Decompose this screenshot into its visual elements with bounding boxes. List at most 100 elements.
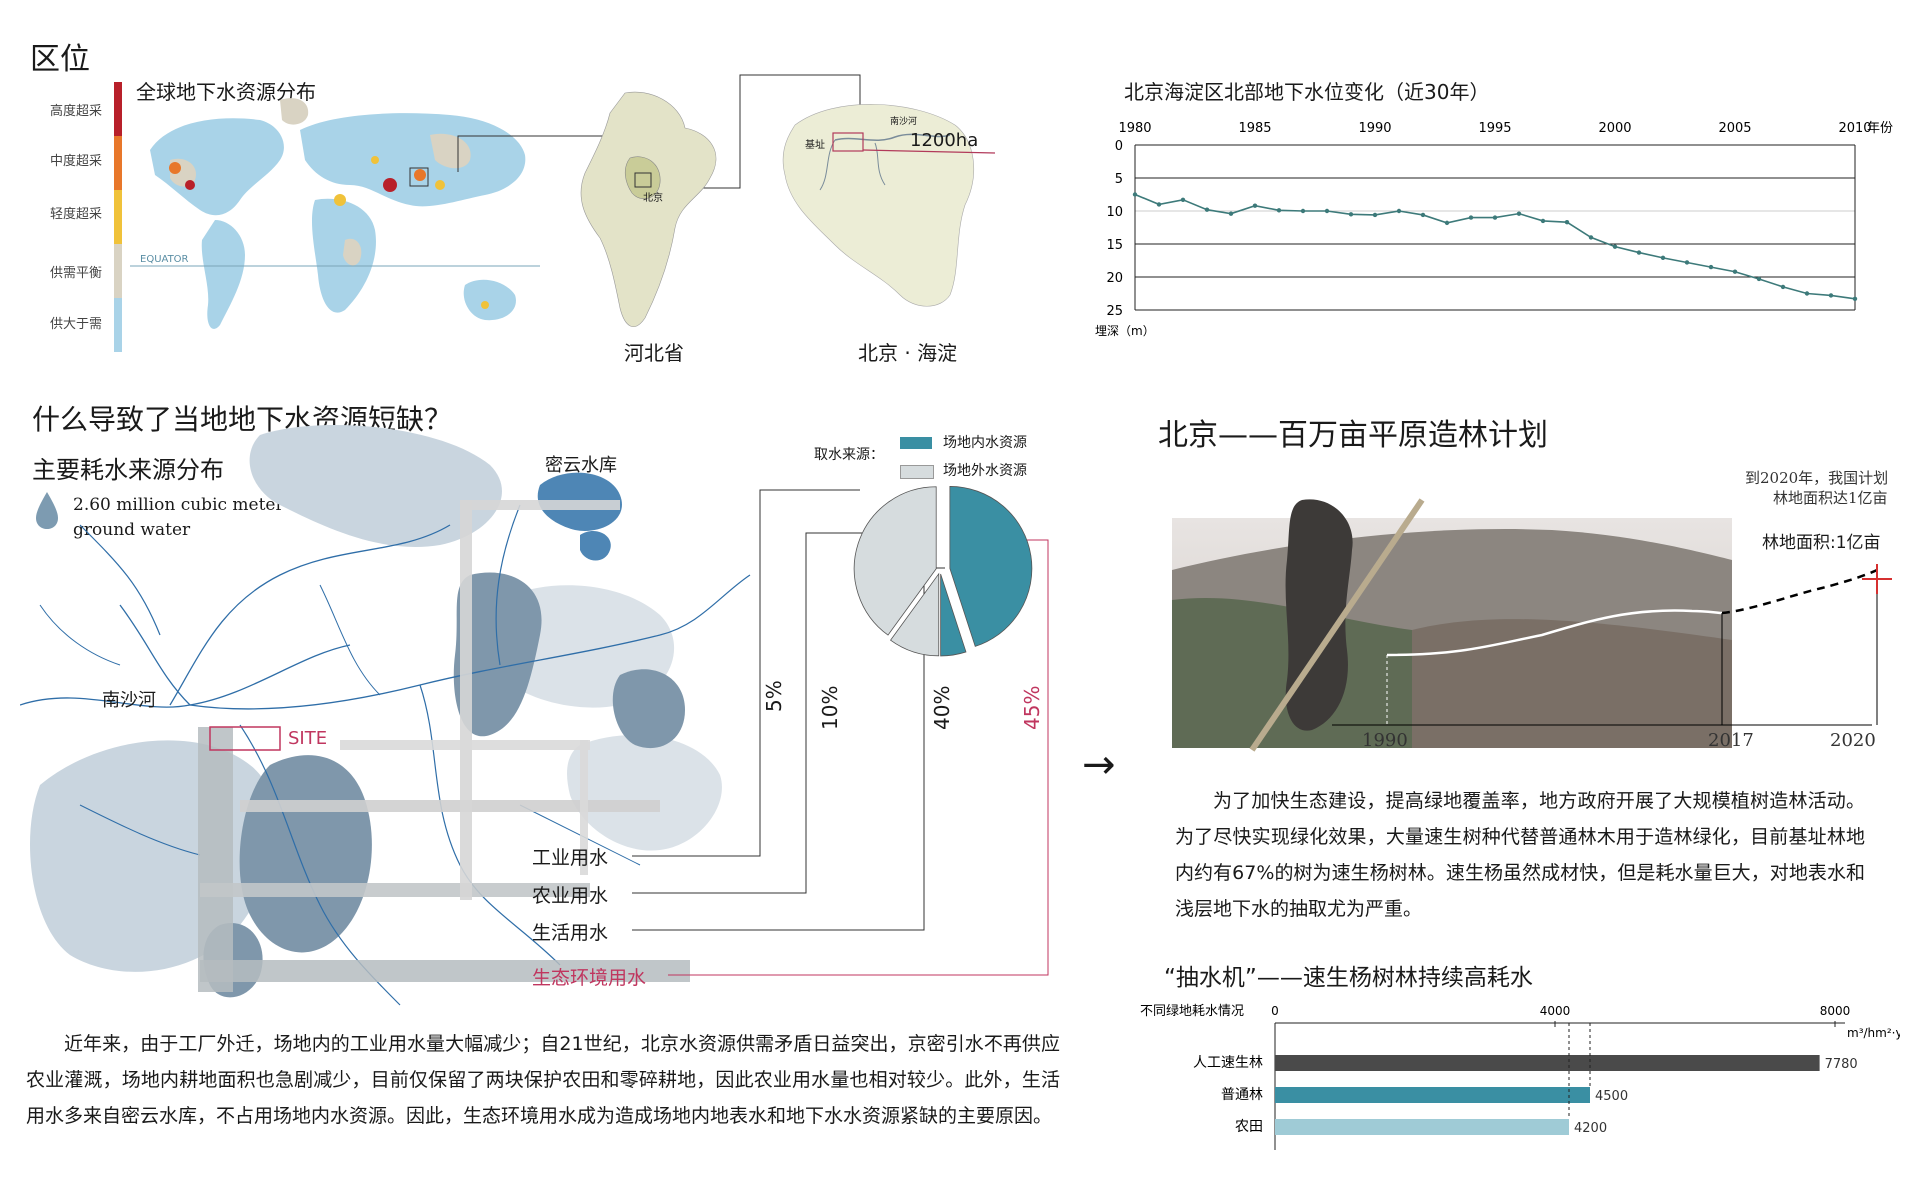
data-point	[1180, 197, 1186, 202]
data-point	[1372, 212, 1378, 218]
water-source-pie-chart	[853, 486, 1033, 657]
legend-label-high: 高度超采	[50, 104, 103, 119]
legend-label-surplus: 供大于需	[50, 317, 103, 332]
pie-legend-inside: 场地内水资源	[943, 435, 1027, 451]
arrow-icon: →	[1082, 742, 1116, 788]
percent-agricultural: 10%	[818, 685, 842, 730]
x-tick-label: 1980	[1118, 121, 1151, 136]
legend-label-medium: 中度超采	[50, 154, 103, 169]
pie-slice-0	[940, 573, 967, 657]
data-point	[1588, 235, 1594, 240]
y-unit-label: 埋深（m）	[1095, 324, 1155, 338]
x-tick-label: 2010	[1838, 121, 1871, 136]
legend-label-balance: 供需平衡	[50, 266, 103, 281]
x-tick-label: 2000	[1598, 121, 1631, 136]
forest-year-2017: 2017	[1708, 730, 1754, 751]
forest-note-2: 林地面积达1亿亩	[1773, 489, 1888, 507]
pie-slice-1	[890, 572, 940, 657]
use-agricultural: 农业用水	[532, 885, 609, 907]
drop-text-2: ground water	[73, 520, 191, 540]
bar-0	[1275, 1055, 1820, 1071]
data-point	[1324, 208, 1330, 214]
haidian-label: 北京 · 海淀	[858, 341, 958, 365]
pie-slice-3	[949, 486, 1033, 647]
water-use-title: “抽水机”——速生杨树林持续高耗水	[1164, 965, 1533, 991]
data-point	[1804, 291, 1810, 296]
groundwater-line-chart: 0 5 10 15 20 25 1980 1985 1990 1995 2000 2005 2010年份…	[1095, 121, 1893, 338]
forest-note-1: 到2020年，我国计划	[1745, 469, 1889, 487]
use-domestic: 生活用水	[532, 922, 609, 944]
data-point	[1516, 211, 1522, 216]
data-point	[1732, 269, 1738, 274]
data-point	[1780, 284, 1786, 290]
data-point	[1636, 250, 1642, 255]
pie-slice-2	[853, 486, 937, 636]
data-point	[1156, 202, 1162, 207]
pie-legend-title: 取水来源：	[814, 447, 884, 463]
data-point	[1708, 264, 1714, 270]
y-tick-label: 20	[1106, 271, 1123, 286]
water-drop-icon	[36, 492, 58, 529]
use-ecological: 生态环境用水	[532, 967, 647, 989]
site-label: 基址	[805, 140, 825, 151]
percent-industrial: 5%	[762, 680, 786, 712]
haidian-map	[782, 104, 996, 307]
data-point	[1444, 220, 1450, 226]
data-point	[1204, 207, 1210, 212]
legend-label-light: 轻度超采	[50, 207, 103, 222]
nanshahe-label: 南沙河	[890, 117, 918, 127]
y-tick-label: 25	[1106, 304, 1123, 319]
site-area: 1200ha	[910, 130, 979, 151]
bar-tick-label: 8000	[1820, 1004, 1851, 1018]
data-point	[1396, 208, 1402, 214]
data-point	[1228, 211, 1234, 216]
forest-title: 北京——百万亩平原造林计划	[1158, 418, 1548, 453]
river-label: 南沙河	[102, 690, 156, 711]
data-point	[1540, 218, 1546, 224]
bar-tick-label: 0	[1271, 1004, 1279, 1018]
forest-year-1990: 1990	[1362, 730, 1408, 751]
bar-value-label: 4500	[1595, 1089, 1628, 1104]
bar-category-label: 普通林	[1221, 1087, 1263, 1103]
cause-subtitle: 主要耗水来源分布	[32, 456, 224, 484]
bar-2	[1275, 1119, 1569, 1135]
data-point	[1132, 192, 1138, 197]
pie-legend-swatch-inside	[900, 437, 932, 449]
forest-paragraph: 为了加快生态建设，提高绿地覆盖率，地方政府开展了大规模植树造林活动。为了尽快实现…	[1175, 790, 1865, 920]
bar-tick-label: 4000	[1540, 1004, 1571, 1018]
data-point	[1420, 212, 1426, 218]
hebei-map	[580, 91, 717, 327]
bar-category-label: 人工速生林	[1193, 1055, 1263, 1071]
data-point	[1276, 208, 1282, 213]
bar-value-label: 4200	[1574, 1121, 1607, 1136]
reservoir-label: 密云水库	[545, 455, 617, 476]
data-point	[1468, 215, 1474, 220]
y-tick-label: 5	[1115, 172, 1123, 187]
cause-paragraph: 近年来，由于工厂外迁，场地内的工业用水量大幅减少；自21世纪，北京水资源供需矛盾…	[26, 1033, 1060, 1127]
groundwater-series-line	[1134, 193, 1856, 300]
bar-value-label: 7780	[1825, 1057, 1858, 1072]
legend-bar	[114, 82, 122, 352]
bar-category-label: 农田	[1235, 1119, 1263, 1135]
site-marker-label: SITE	[288, 728, 328, 749]
river-network-map	[20, 425, 751, 1006]
x-tick-label: 1990	[1358, 121, 1391, 136]
percent-ecological: 45%	[1020, 685, 1044, 730]
bar-unit-label: m³/hm²·y⁻¹	[1847, 1026, 1900, 1040]
data-point	[1828, 293, 1834, 298]
drop-text-1: 2.60 million cubic meter	[73, 495, 284, 515]
forest-target: 林地面积:1亿亩	[1762, 533, 1881, 553]
use-industrial: 工业用水	[532, 847, 609, 869]
x-unit-label: 年份	[1867, 121, 1893, 136]
x-tick-label: 1985	[1238, 121, 1271, 136]
groundwater-chart-title: 北京海淀区北部地下水位变化（近30年）	[1124, 80, 1490, 104]
equator-label: EQUATOR	[140, 254, 189, 265]
beijing-label: 北京	[643, 193, 663, 204]
water-use-bar-chart: 不同绿地耗水情况 0 4000 8000 m³/hm²·y⁻¹ 人工速生林 7780 普通林 4…	[1140, 1004, 1900, 1150]
pie-legend-swatch-outside	[900, 465, 934, 479]
y-tick-label: 15	[1106, 238, 1123, 253]
data-point	[1852, 296, 1858, 301]
y-tick-label: 0	[1115, 139, 1123, 154]
data-point	[1660, 255, 1666, 261]
data-point	[1564, 220, 1570, 225]
